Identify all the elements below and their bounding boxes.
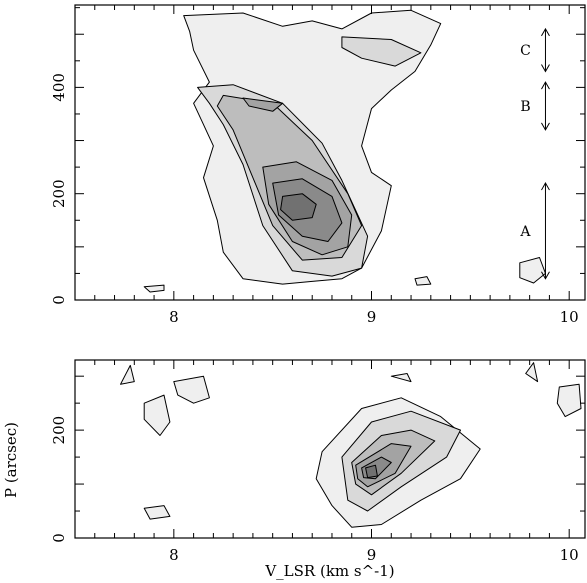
x-axis-label: V_LSR (km s^-1): [264, 562, 394, 580]
bottom-contour-level-1: [143, 505, 171, 520]
bottom-contour-level-1: [525, 362, 539, 383]
y-axis-label: P (arcsec): [2, 422, 20, 498]
bottom-contour-level-1: [390, 373, 412, 383]
bottom-panel: 8 9 10 0 200: [50, 359, 586, 564]
bottom-contour-level-6: [365, 464, 378, 479]
region-A-label: A: [519, 224, 531, 240]
bottom-contour-level-1: [556, 383, 582, 418]
top-contour-level-6: [280, 193, 317, 221]
top-y-tick-label: 400: [50, 73, 68, 102]
bottom-contour-level-1: [173, 375, 210, 404]
top-contour-level-1: [143, 284, 165, 293]
bottom-contours: [120, 362, 582, 528]
bottom-x-tick-label: 9: [367, 546, 377, 564]
top-x-tick-label: 8: [169, 308, 179, 326]
arrowhead-up: [541, 27, 550, 37]
bottom-plot-frame: [74, 359, 586, 539]
bottom-x-tick-label: 10: [560, 546, 579, 564]
top-contour-level-1: [414, 276, 432, 286]
top-panel: 8 9 10 0 200 400 C B A: [50, 4, 586, 326]
top-x-tick-label: 9: [367, 308, 377, 326]
top-ticks: 8 9 10 0 200 400: [50, 5, 585, 326]
top-contour-level-4: [242, 97, 284, 112]
top-x-tick-label: 10: [560, 308, 579, 326]
arrowhead-up: [541, 182, 550, 191]
region-C-label: C: [520, 43, 531, 59]
top-y-tick-label: 200: [50, 179, 68, 208]
bottom-y-tick-label: 200: [50, 416, 68, 445]
bottom-x-tick-label: 8: [169, 546, 179, 564]
bottom-ticks: 8 9 10 0 200: [50, 360, 585, 564]
bottom-y-tick-label: 0: [50, 533, 68, 543]
top-annotations: C B A: [519, 27, 550, 280]
region-B-label: B: [520, 99, 530, 115]
bottom-contour-level-1: [143, 394, 171, 436]
arrowhead-down: [541, 64, 550, 73]
top-contour-level-2: [341, 36, 422, 67]
top-contour-level-1: [519, 257, 546, 284]
top-plot-frame: [74, 4, 586, 301]
arrowhead-up: [541, 81, 550, 90]
arrowhead-down: [541, 271, 550, 280]
arrowhead-down: [541, 122, 550, 131]
top-contours: [143, 9, 546, 293]
bottom-contour-level-1: [120, 364, 135, 385]
top-y-tick-label: 0: [50, 295, 68, 305]
